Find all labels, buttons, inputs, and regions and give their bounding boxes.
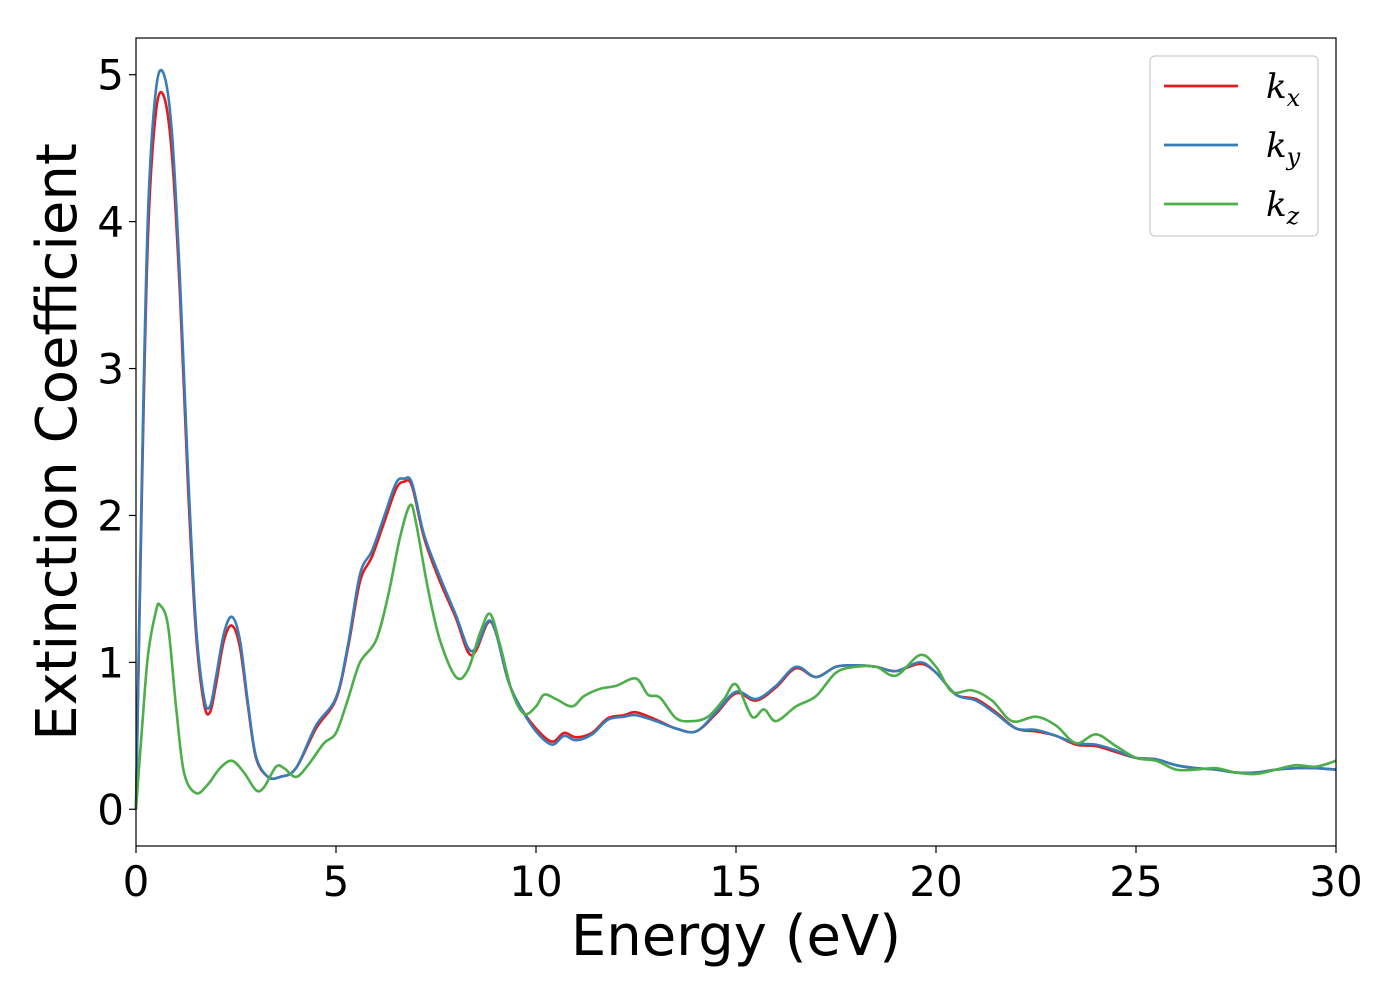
series-line-k-z — [134, 503, 1337, 810]
x-tick-label: 25 — [1109, 857, 1162, 906]
y-tick-label: 1 — [97, 638, 124, 687]
series-layer — [134, 68, 1337, 810]
x-tick-label: 10 — [509, 857, 562, 906]
y-tick-label: 5 — [97, 51, 124, 100]
x-tick-label: 5 — [323, 857, 350, 906]
x-tick-label: 20 — [909, 857, 962, 906]
series-line-k-y — [134, 68, 1337, 810]
y-tick-label: 3 — [97, 345, 124, 394]
y-axis-label: Extinction Coefficient — [25, 143, 90, 741]
x-axis-label: Energy (eV) — [571, 904, 901, 969]
x-tick-label: 0 — [123, 857, 150, 906]
x-tick-label: 30 — [1309, 857, 1362, 906]
x-tick-label: 15 — [709, 857, 762, 906]
plot-frame — [135, 37, 1337, 847]
y-tick-label: 0 — [97, 785, 124, 834]
tick-layer: 0 5 10 15 20 25 30 0 1 2 3 4 5 — [97, 51, 1362, 906]
y-tick-label: 2 — [97, 491, 124, 540]
y-tick-label: 4 — [97, 198, 124, 247]
